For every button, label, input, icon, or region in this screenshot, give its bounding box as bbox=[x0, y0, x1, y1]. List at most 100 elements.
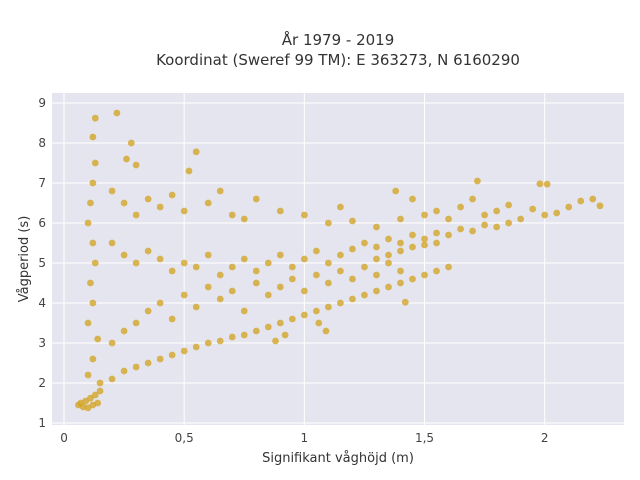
scatter-point bbox=[469, 227, 476, 235]
scatter-point bbox=[373, 271, 380, 279]
scatter-point bbox=[132, 161, 140, 169]
scatter-point bbox=[373, 243, 380, 251]
scatter-point bbox=[401, 298, 409, 306]
scatter-point bbox=[433, 207, 440, 215]
y-tick-label: 1 bbox=[38, 416, 46, 430]
scatter-point bbox=[252, 195, 260, 203]
scatter-point bbox=[144, 307, 152, 315]
scatter-point bbox=[272, 337, 279, 345]
scatter-point bbox=[397, 247, 404, 255]
chart-title-line-2: Koordinat (Sweref 99 TM): E 363273, N 61… bbox=[156, 51, 520, 69]
scatter-point bbox=[276, 319, 284, 327]
scatter-point bbox=[553, 209, 561, 217]
scatter-point bbox=[312, 247, 320, 255]
scatter-point bbox=[473, 177, 481, 185]
scatter-point bbox=[577, 197, 585, 205]
scatter-point bbox=[87, 279, 94, 287]
scatter-point bbox=[409, 275, 416, 283]
scatter-point bbox=[324, 303, 332, 311]
scatter-point bbox=[89, 179, 97, 187]
scatter-point bbox=[84, 219, 92, 227]
scatter-point bbox=[120, 367, 128, 375]
scatter-point bbox=[397, 267, 404, 275]
scatter-point bbox=[123, 155, 130, 163]
scatter-point bbox=[264, 259, 272, 267]
x-tick-label: 1 bbox=[301, 431, 309, 445]
scatter-point bbox=[288, 275, 296, 283]
scatter-point bbox=[543, 180, 551, 188]
scatter-point bbox=[91, 114, 99, 122]
scatter-point bbox=[361, 239, 368, 247]
scatter-point bbox=[113, 109, 121, 117]
y-axis-ticks: 1 2 3 4 5 6 7 8 9 bbox=[38, 96, 46, 430]
scatter-point bbox=[288, 315, 296, 323]
scatter-point bbox=[156, 203, 164, 211]
scatter-point bbox=[276, 283, 284, 291]
y-tick-label: 4 bbox=[38, 296, 46, 310]
scatter-point bbox=[409, 243, 416, 251]
scatter-point bbox=[127, 139, 135, 147]
scatter-points bbox=[75, 109, 604, 412]
scatter-point bbox=[433, 239, 440, 247]
scatter-point bbox=[373, 223, 380, 231]
scatter-point bbox=[469, 195, 476, 203]
x-tick-label: 1,5 bbox=[415, 431, 434, 445]
scatter-point bbox=[337, 267, 344, 275]
scatter-point bbox=[108, 375, 116, 383]
y-tick-label: 5 bbox=[38, 256, 46, 270]
scatter-point bbox=[252, 267, 260, 275]
scatter-point bbox=[228, 263, 236, 271]
scatter-point bbox=[94, 335, 102, 343]
scatter-point bbox=[433, 229, 440, 237]
scatter-point bbox=[565, 203, 573, 211]
scatter-point bbox=[349, 245, 356, 253]
scatter-point bbox=[457, 203, 464, 211]
scatter-point bbox=[505, 201, 513, 209]
scatter-point bbox=[373, 255, 380, 263]
scatter-point bbox=[89, 133, 97, 141]
scatter-point bbox=[481, 221, 489, 229]
scatter-point bbox=[228, 211, 236, 219]
scatter-point bbox=[392, 187, 400, 195]
scatter-point bbox=[337, 203, 344, 211]
scatter-point bbox=[361, 263, 368, 271]
scatter-point bbox=[168, 267, 176, 275]
scatter-point bbox=[216, 295, 224, 303]
y-tick-label: 2 bbox=[38, 376, 46, 390]
scatter-point bbox=[536, 180, 544, 188]
scatter-point bbox=[264, 323, 272, 331]
scatter-point bbox=[120, 327, 128, 335]
scatter-point bbox=[240, 255, 248, 263]
scatter-point bbox=[132, 259, 140, 267]
scatter-point bbox=[517, 215, 525, 223]
x-tick-label: 2 bbox=[541, 431, 549, 445]
scatter-point bbox=[349, 275, 356, 283]
scatter-point bbox=[312, 271, 320, 279]
scatter-point bbox=[324, 219, 332, 227]
x-tick-label: 0 bbox=[60, 431, 68, 445]
scatter-point bbox=[264, 291, 272, 299]
scatter-point bbox=[216, 187, 224, 195]
scatter-point bbox=[445, 215, 452, 223]
scatter-point bbox=[288, 263, 296, 271]
scatter-point bbox=[589, 195, 597, 203]
scatter-point bbox=[324, 259, 332, 267]
scatter-point bbox=[276, 207, 284, 215]
scatter-point bbox=[349, 217, 356, 225]
scatter-point bbox=[192, 148, 200, 156]
scatter-point bbox=[252, 279, 260, 287]
scatter-point bbox=[421, 211, 428, 219]
y-tick-label: 9 bbox=[38, 96, 46, 110]
scatter-point bbox=[529, 205, 537, 213]
scatter-point bbox=[192, 263, 200, 271]
scatter-point bbox=[337, 299, 344, 307]
scatter-point bbox=[337, 251, 344, 259]
scatter-point bbox=[180, 259, 188, 267]
scatter-point bbox=[132, 319, 140, 327]
scatter-point bbox=[228, 287, 236, 295]
chart-title-line-1: År 1979 - 2019 bbox=[282, 30, 395, 49]
scatter-point bbox=[493, 207, 501, 215]
scatter-point bbox=[397, 215, 404, 223]
scatter-point bbox=[96, 379, 104, 387]
